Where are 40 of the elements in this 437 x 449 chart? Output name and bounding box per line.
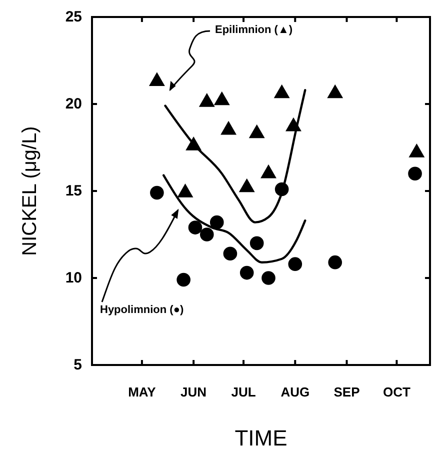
point [260, 164, 276, 178]
point [214, 91, 230, 106]
y-axis-title: NICKEL (μg/L) [19, 126, 41, 256]
point [240, 266, 254, 280]
point [250, 236, 264, 250]
y-tick-label: 15 [65, 182, 82, 200]
point [288, 257, 302, 271]
y-tick-label: 5 [74, 356, 82, 374]
y-tick-label: 25 [65, 8, 82, 26]
point [150, 186, 164, 200]
line-series [162, 174, 306, 264]
x-tick-label: JUL [231, 384, 256, 400]
point [176, 272, 190, 287]
y-tick-label: 20 [65, 96, 82, 112]
point [200, 228, 214, 242]
x-tick-label: OCT [382, 384, 410, 400]
point [223, 246, 238, 261]
point [408, 166, 422, 180]
point [148, 72, 165, 86]
x-tick-label: SEP [334, 384, 360, 400]
legend-label: Epilimnion (▲) [215, 24, 293, 36]
point [327, 84, 344, 98]
point [220, 120, 236, 135]
x-axis-title: TIME [234, 426, 288, 449]
point [262, 271, 276, 285]
point [198, 93, 215, 107]
point [408, 144, 425, 158]
series-label: Hypolimnion (●) [100, 304, 184, 316]
point [328, 255, 342, 270]
point [238, 178, 255, 192]
point [274, 84, 290, 98]
point [210, 215, 224, 230]
point [177, 184, 194, 198]
point [188, 220, 202, 234]
x-tick-label: AUG [280, 384, 310, 400]
y-tick-label: 10 [65, 270, 82, 286]
line-series [164, 88, 306, 224]
x-tick-label: JUN [180, 384, 207, 400]
x-tick-label: MAY [128, 384, 156, 400]
point [248, 124, 265, 138]
